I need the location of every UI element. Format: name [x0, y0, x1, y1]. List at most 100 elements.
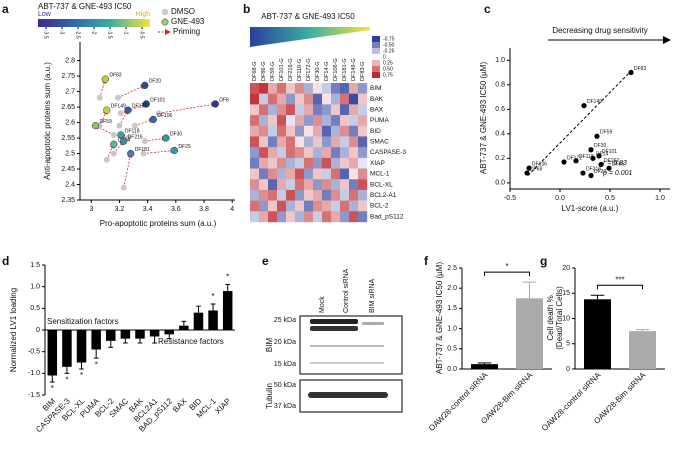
heat-cell: [349, 115, 359, 126]
gne-point: [162, 134, 170, 142]
point: [580, 170, 586, 176]
colorbar-tick-label: -2: [91, 30, 97, 35]
dmso-point: [141, 138, 148, 145]
heat-cell: [286, 93, 296, 105]
y-tick-label: 2.4: [65, 181, 75, 188]
heat-cell: [250, 157, 260, 169]
colorbar-label: -0.75: [383, 36, 395, 42]
y-tick-label: 2.45: [61, 166, 75, 173]
heat-cell: [295, 157, 305, 169]
heat-cell: [358, 125, 368, 137]
heat-cell: [340, 200, 350, 212]
column-label: DF101-G: [279, 58, 285, 81]
heat-cell: [340, 104, 350, 116]
bar: [471, 364, 498, 369]
significance: *: [51, 384, 54, 393]
significance: *: [80, 371, 83, 380]
column-label: DF172-G: [306, 58, 312, 81]
colorbar-label: 0: [383, 54, 386, 60]
y-tick-label: 1.0: [30, 284, 40, 291]
priming-arrow: [113, 140, 125, 154]
heat-cell: [322, 83, 332, 94]
heat-cell: [313, 189, 323, 201]
colorbar-cell: [372, 72, 380, 78]
heat-cell: [277, 189, 287, 201]
point: [524, 170, 530, 176]
y-axis-label: Normalized LV1 loading: [9, 288, 18, 372]
dmso-point: [116, 122, 123, 129]
y-tick-label: 0.5: [447, 346, 457, 353]
y-axis-label: ABT-737 & GNE-493 IC50 (µM): [479, 62, 488, 175]
heat-cell: [331, 168, 341, 180]
colorbar-cell: [372, 66, 380, 72]
x-tick-label: 4: [230, 206, 234, 213]
bar: [135, 330, 145, 339]
row-label: MCL-1: [370, 171, 390, 178]
y-tick-label: -0.5: [28, 349, 40, 356]
heat-cell: [358, 211, 368, 223]
heat-cell: [313, 83, 323, 94]
x-tick-label: 1.0: [655, 195, 665, 202]
heat-cell: [313, 104, 323, 116]
heat-cell: [331, 200, 341, 212]
colorbar-tick-label: -0.5: [139, 30, 145, 39]
column-label: DF216-G: [288, 58, 294, 81]
heat-cell: [322, 136, 332, 148]
point-label: DF149: [587, 99, 602, 105]
x-tick-label: 0.0: [555, 195, 565, 202]
dmso-point: [155, 110, 162, 117]
significance: *: [226, 273, 229, 282]
heat-cell: [268, 83, 278, 94]
gne-point: [110, 140, 118, 148]
heat-cell: [286, 168, 296, 180]
annotation: Sensitization factors: [47, 317, 119, 326]
heat-cell: [349, 200, 359, 212]
heat-cell: [250, 179, 260, 191]
heat-cell: [358, 200, 368, 212]
heat-cell: [358, 147, 368, 159]
heat-cell: [349, 147, 359, 159]
heat-cell: [340, 168, 350, 180]
heat-cell: [349, 168, 359, 180]
colorbar-tick-label: -3.5: [43, 30, 49, 39]
point-label: DF181: [135, 147, 150, 153]
bar: [164, 330, 174, 335]
dmso-point: [110, 131, 117, 138]
heat-cell: [349, 189, 359, 201]
column-label: DF83-G: [360, 61, 366, 81]
heat-cell: [340, 115, 350, 126]
point-label: DF83: [109, 73, 121, 79]
colorbar-tick-label: -2.5: [75, 30, 81, 39]
lane-label: BIM siRNA: [369, 278, 376, 313]
heat-cell: [250, 104, 260, 116]
colorbar-label: -0.50: [383, 42, 395, 48]
panel-letter: a: [2, 2, 9, 16]
point-label: DF20: [594, 169, 606, 175]
point: [628, 69, 634, 76]
point-label: DF172: [132, 103, 147, 109]
heat-cell: [322, 168, 332, 180]
dmso-point: [110, 150, 117, 157]
y-tick-label: 2.0: [447, 285, 457, 292]
heat-cell: [313, 136, 323, 148]
point: [581, 103, 587, 109]
blot-label: BIM: [265, 338, 274, 353]
y-tick-label: 10: [562, 315, 570, 322]
y-tick-label: 2.7: [65, 88, 75, 95]
column-label: DF181-G: [342, 58, 348, 81]
heat-cell: [322, 200, 332, 212]
heat-cell: [286, 200, 296, 212]
bar: [629, 331, 656, 369]
point-label: DF101: [602, 149, 617, 155]
row-label: BAK: [370, 96, 384, 103]
gne-point: [124, 106, 132, 114]
y-tick-label: -1.0: [28, 370, 40, 377]
heat-cell: [358, 104, 368, 116]
heat-cell: [304, 115, 314, 126]
y-tick-label: 2.6: [65, 119, 75, 126]
significance-bracket: [597, 284, 643, 290]
heat-cell: [358, 115, 368, 126]
heat-cell: [331, 93, 341, 105]
heat-cell: [322, 211, 332, 223]
y-tick-label: 0.6: [495, 106, 505, 113]
